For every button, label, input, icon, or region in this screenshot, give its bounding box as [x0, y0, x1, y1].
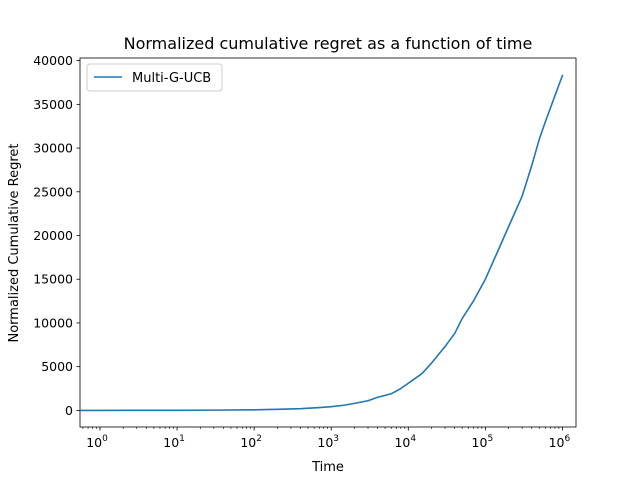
y-tick-label: 25000 [33, 184, 73, 199]
x-tick-label: 102 [240, 434, 262, 450]
y-tick-label: 0 [65, 403, 73, 418]
y-tick-label: 35000 [33, 97, 73, 112]
series-group [79, 74, 564, 412]
x-axis-ticks: 100 101 102 103 104 105 106 [82, 427, 571, 450]
y-tick-label: 5000 [41, 359, 73, 374]
x-axis-label: Time [311, 460, 344, 475]
x-tick-label: 104 [394, 434, 416, 450]
legend-frame [86, 63, 223, 92]
y-axis-label: Normalized Cumulative Regret [7, 143, 22, 342]
x-tick-label: 106 [549, 434, 571, 450]
series-line-0 [79, 74, 564, 412]
y-tick-label: 15000 [33, 272, 73, 287]
y-axis-ticks: 0 5000 10000 15000 20000 25000 30000 35000 40000 [33, 53, 80, 418]
y-tick-label: 40000 [33, 53, 73, 68]
plot-area [79, 57, 577, 428]
legend-label: Multi-G-UCB [132, 71, 211, 86]
axes-frame [79, 57, 577, 428]
x-tick-label: 101 [163, 434, 185, 450]
y-tick-label: 20000 [33, 228, 73, 243]
y-tick-label: 30000 [33, 141, 73, 156]
chart-title: Normalized cumulative regret as a functi… [124, 34, 533, 53]
legend: Multi-G-UCB [86, 63, 223, 92]
x-tick-label: 105 [472, 434, 494, 450]
y-tick-label: 10000 [33, 315, 73, 330]
x-tick-label: 103 [317, 434, 339, 450]
x-tick-label: 100 [86, 434, 108, 450]
